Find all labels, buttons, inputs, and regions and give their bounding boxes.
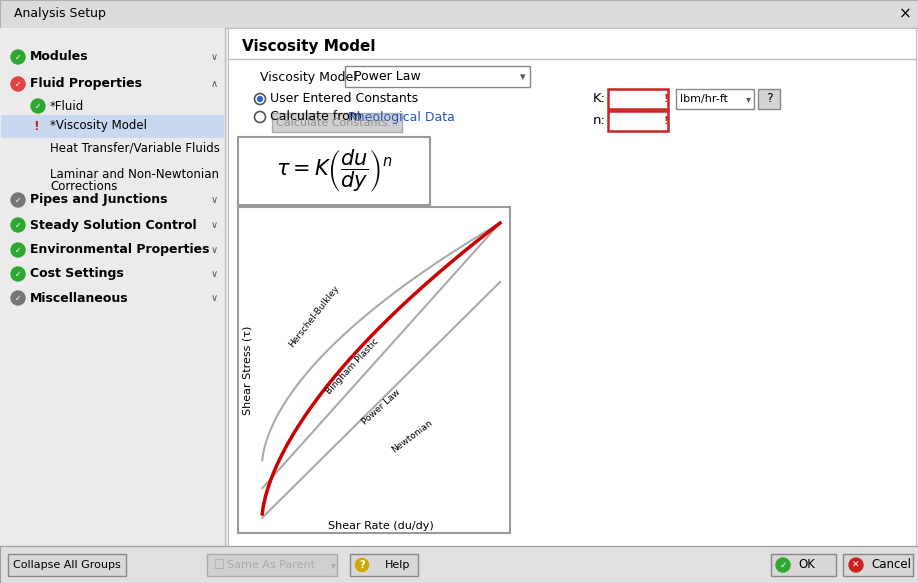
Circle shape <box>11 193 25 207</box>
Text: Bingham Plastic: Bingham Plastic <box>324 336 380 396</box>
Text: ✕: ✕ <box>852 560 860 570</box>
FancyBboxPatch shape <box>676 89 754 109</box>
Text: Calculate Constants...: Calculate Constants... <box>275 118 398 128</box>
Circle shape <box>11 291 25 305</box>
Text: ∨: ∨ <box>210 293 218 303</box>
Text: Collapse All Groups: Collapse All Groups <box>13 560 121 570</box>
Circle shape <box>849 558 863 572</box>
Text: ✓: ✓ <box>15 52 21 61</box>
Text: Herschel-Bulkley: Herschel-Bulkley <box>287 283 341 349</box>
Text: $\tau = K\left(\dfrac{du}{dy}\right)^n$: $\tau = K\left(\dfrac{du}{dy}\right)^n$ <box>275 147 392 195</box>
Text: ▾: ▾ <box>521 72 526 82</box>
Text: Fluid Properties: Fluid Properties <box>30 78 142 90</box>
Text: Modules: Modules <box>30 51 89 64</box>
FancyBboxPatch shape <box>228 28 916 546</box>
Text: Environmental Properties: Environmental Properties <box>30 244 209 257</box>
Text: Steady Solution Control: Steady Solution Control <box>30 219 196 231</box>
FancyBboxPatch shape <box>0 28 918 548</box>
Text: Viscosity Model: Viscosity Model <box>242 40 375 54</box>
Text: Pipes and Junctions: Pipes and Junctions <box>30 194 167 206</box>
Text: *Fluid: *Fluid <box>50 100 84 113</box>
FancyBboxPatch shape <box>771 554 836 576</box>
Text: !: ! <box>664 94 668 104</box>
FancyBboxPatch shape <box>207 554 337 576</box>
Text: Power Law: Power Law <box>354 71 420 83</box>
Circle shape <box>31 99 45 113</box>
Text: ✓: ✓ <box>35 101 41 111</box>
Circle shape <box>11 243 25 257</box>
Text: ▾: ▾ <box>330 560 335 570</box>
Text: OK: OK <box>798 559 815 571</box>
Text: ∨: ∨ <box>210 52 218 62</box>
Circle shape <box>254 93 265 104</box>
Circle shape <box>11 50 25 64</box>
Text: !: ! <box>33 120 39 132</box>
FancyBboxPatch shape <box>608 111 668 131</box>
Text: n:: n: <box>593 114 606 128</box>
FancyBboxPatch shape <box>0 28 225 548</box>
FancyBboxPatch shape <box>0 0 918 28</box>
Text: ✓: ✓ <box>779 560 787 570</box>
Text: Same As Parent: Same As Parent <box>227 560 315 570</box>
Circle shape <box>11 267 25 281</box>
Text: Shear Rate (du/dy): Shear Rate (du/dy) <box>328 521 434 531</box>
Text: ∨: ∨ <box>210 245 218 255</box>
Text: User Entered Constants: User Entered Constants <box>270 93 418 106</box>
Text: Rheological Data: Rheological Data <box>348 111 455 124</box>
Text: ▾: ▾ <box>745 94 750 104</box>
FancyBboxPatch shape <box>238 137 430 205</box>
Text: ∨: ∨ <box>210 220 218 230</box>
Text: ×: × <box>899 6 912 22</box>
Text: Corrections: Corrections <box>50 180 118 192</box>
Text: Cost Settings: Cost Settings <box>30 268 124 280</box>
Text: Calculate from: Calculate from <box>270 111 366 124</box>
Text: ✓: ✓ <box>15 195 21 205</box>
Text: ✓: ✓ <box>15 220 21 230</box>
FancyBboxPatch shape <box>0 546 918 583</box>
Text: Laminar and Non-Newtonian: Laminar and Non-Newtonian <box>50 167 219 181</box>
Text: Cancel: Cancel <box>871 559 911 571</box>
Text: ?: ? <box>359 560 364 570</box>
Text: !: ! <box>664 116 668 126</box>
Text: ✓: ✓ <box>15 79 21 89</box>
Text: ✓: ✓ <box>15 293 21 303</box>
Text: K:: K: <box>593 93 606 106</box>
FancyBboxPatch shape <box>843 554 913 576</box>
FancyBboxPatch shape <box>238 207 510 533</box>
Text: Viscosity Model:: Viscosity Model: <box>260 71 361 83</box>
Circle shape <box>11 218 25 232</box>
Text: Miscellaneous: Miscellaneous <box>30 292 129 304</box>
Text: Help: Help <box>385 560 410 570</box>
Text: lbm/hr-ft: lbm/hr-ft <box>680 94 728 104</box>
FancyBboxPatch shape <box>345 66 530 87</box>
Text: Newtonian: Newtonian <box>390 419 434 455</box>
FancyBboxPatch shape <box>608 89 668 109</box>
Circle shape <box>258 97 263 101</box>
Circle shape <box>11 77 25 91</box>
Text: Analysis Setup: Analysis Setup <box>14 8 106 20</box>
Text: ✓: ✓ <box>15 269 21 279</box>
Circle shape <box>776 558 790 572</box>
Circle shape <box>355 559 368 571</box>
Text: ☐: ☐ <box>215 559 226 571</box>
Text: ∨: ∨ <box>210 269 218 279</box>
Text: ?: ? <box>766 93 772 106</box>
Text: Heat Transfer/Variable Fluids: Heat Transfer/Variable Fluids <box>50 142 220 154</box>
Text: ✓: ✓ <box>15 245 21 255</box>
Text: Shear Stress (τ): Shear Stress (τ) <box>243 326 253 415</box>
FancyBboxPatch shape <box>272 113 402 132</box>
Text: *Viscosity Model: *Viscosity Model <box>50 120 147 132</box>
FancyBboxPatch shape <box>350 554 418 576</box>
FancyBboxPatch shape <box>758 89 780 109</box>
Text: ∨: ∨ <box>210 195 218 205</box>
FancyBboxPatch shape <box>1 115 224 138</box>
Text: Power Law: Power Law <box>360 388 402 427</box>
Text: ∧: ∧ <box>210 79 218 89</box>
FancyBboxPatch shape <box>8 554 126 576</box>
Circle shape <box>254 111 265 122</box>
